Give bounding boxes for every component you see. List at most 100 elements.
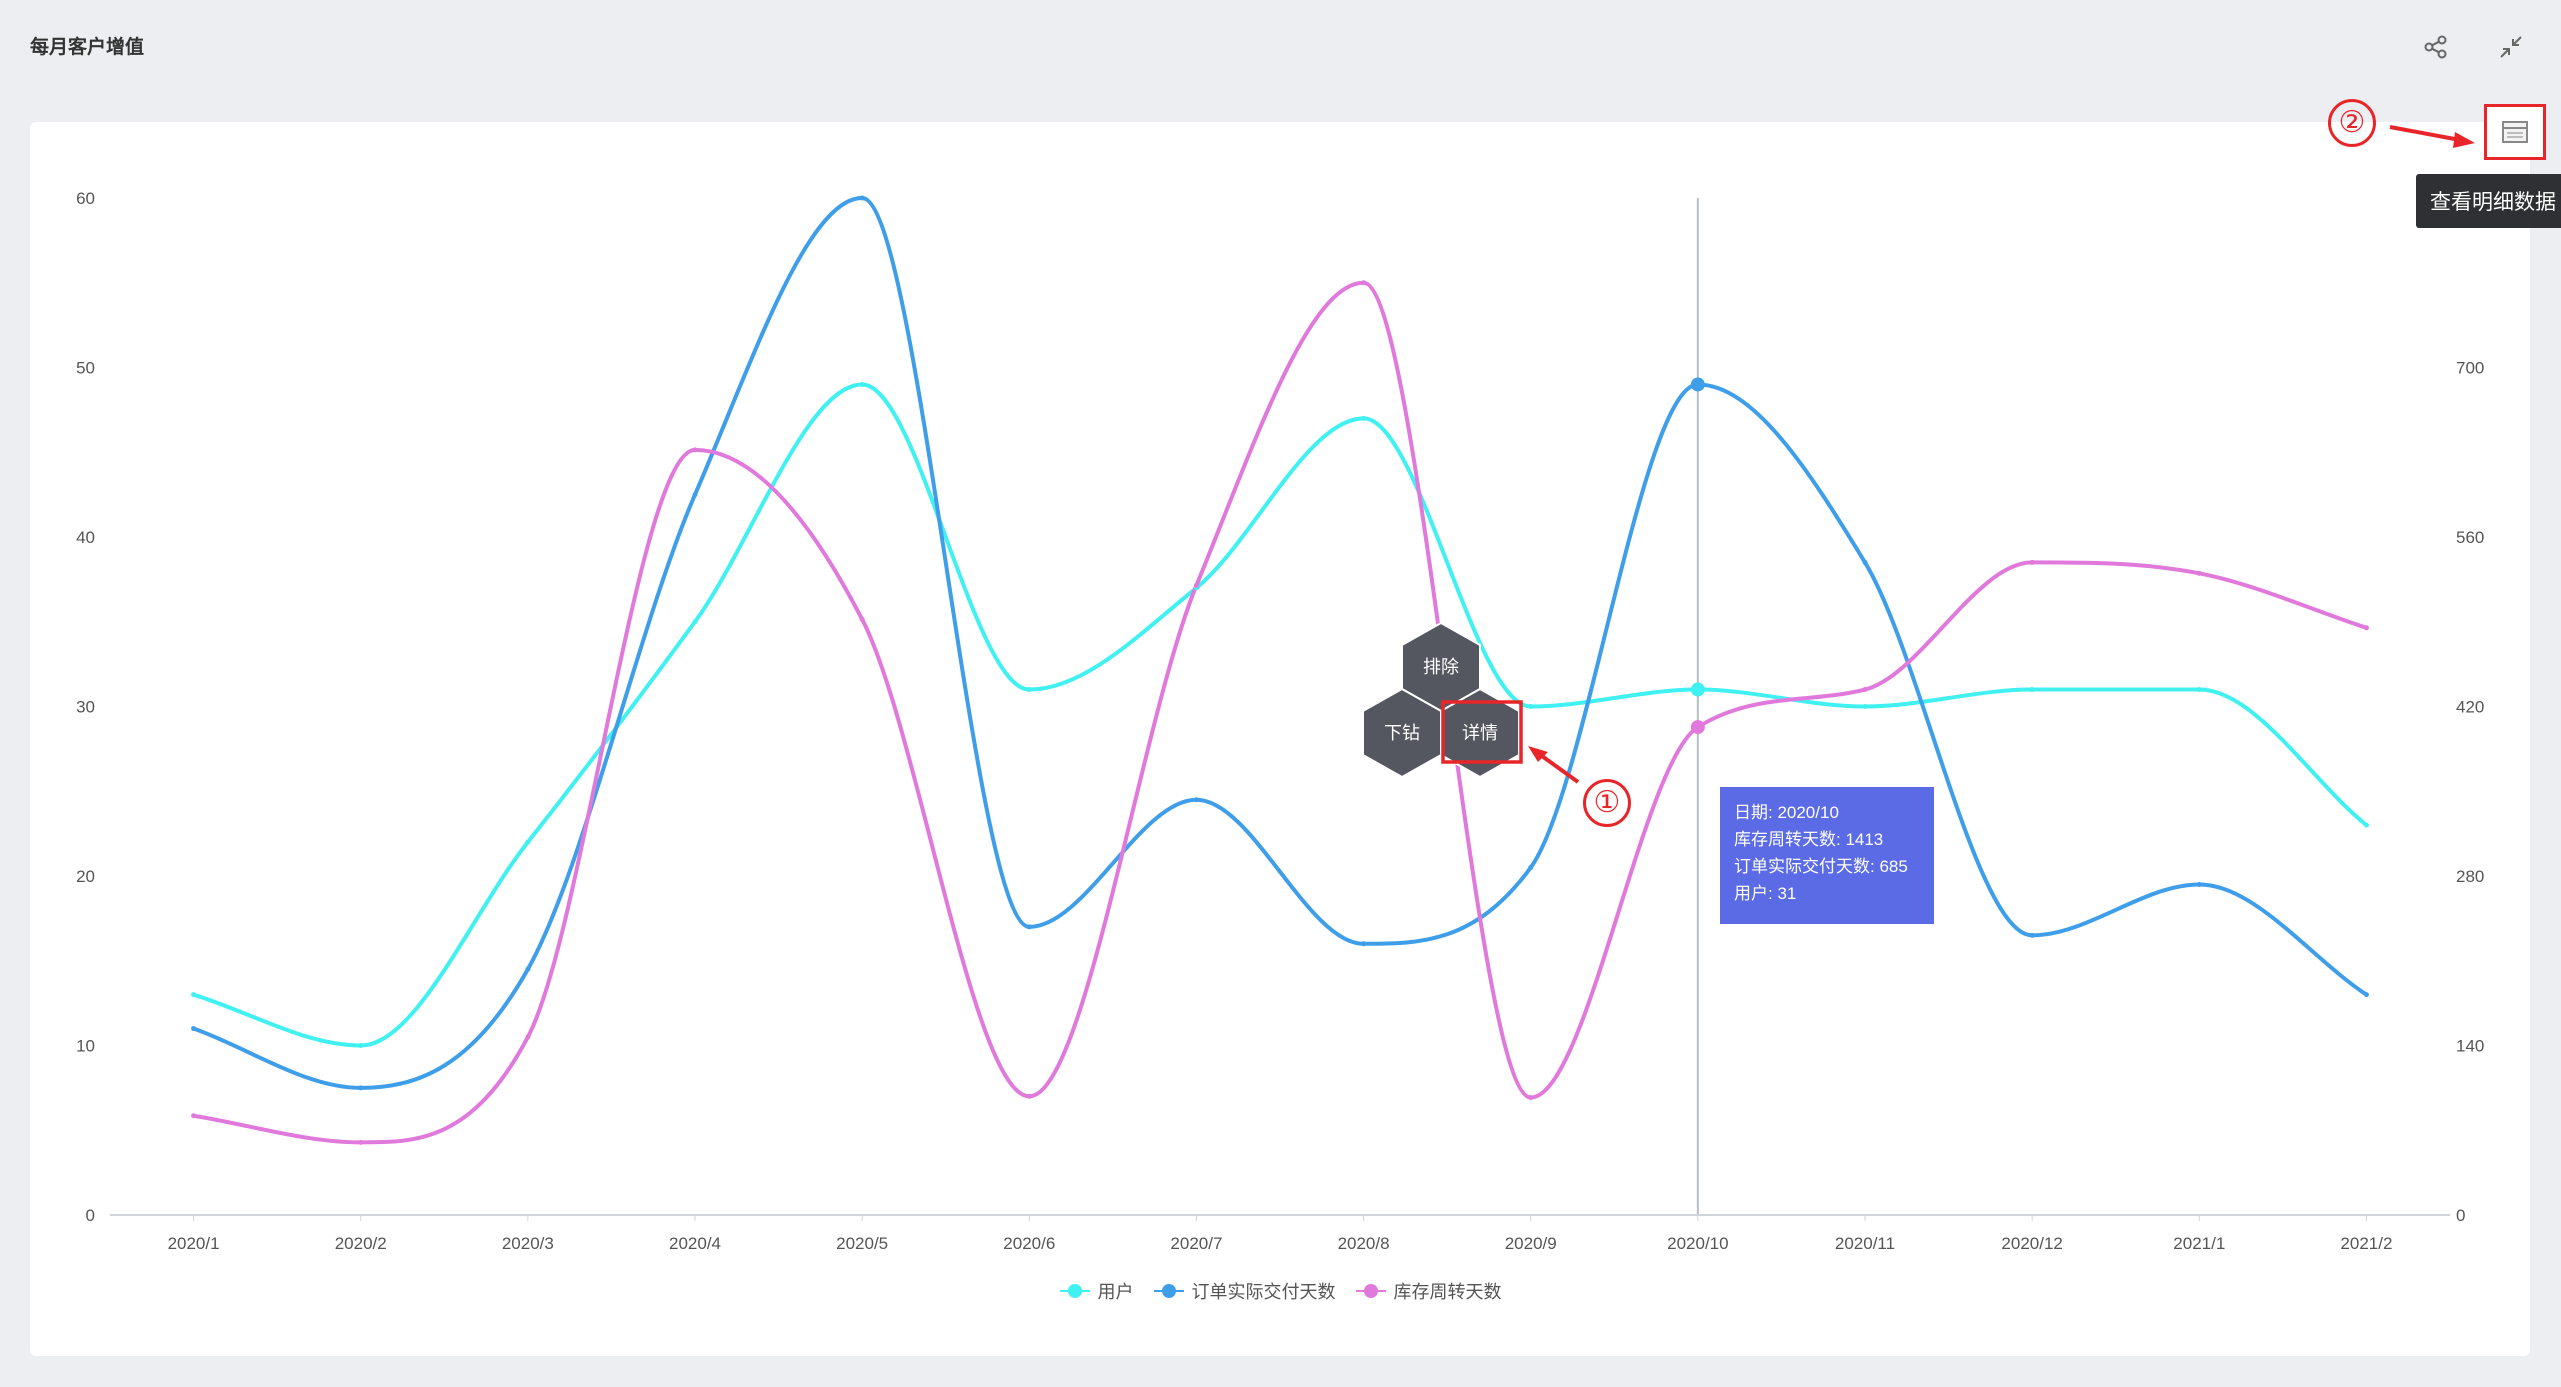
legend-label: 库存周转天数 — [1393, 1282, 1502, 1302]
data-point[interactable] — [859, 381, 865, 387]
annotation-marker-1: ① — [1583, 779, 1631, 827]
data-point[interactable] — [859, 195, 865, 201]
context-menu: 排除 下钻 详情 — [1362, 125, 2475, 784]
data-point[interactable] — [2363, 625, 2369, 631]
x-tick-label: 2020/6 — [1003, 1234, 1055, 1253]
x-tick-label: 2020/7 — [1170, 1234, 1222, 1253]
collapse-icon — [2500, 36, 2522, 58]
legend-label: 订单实际交付天数 — [1191, 1282, 1336, 1302]
data-point[interactable] — [692, 447, 698, 453]
tooltip-delivery: 订单实际交付天数: 685 — [1734, 857, 1908, 876]
menu-exclude-label[interactable]: 排除 — [1423, 657, 1459, 677]
legend-item-2[interactable]: 库存周转天数 — [1355, 1278, 1502, 1304]
x-tick-label: 2020/9 — [1505, 1234, 1557, 1253]
annotation-marker-2: ② — [2328, 99, 2376, 147]
legend-label: 用户 — [1097, 1282, 1134, 1302]
data-point[interactable] — [525, 1034, 531, 1040]
x-tick-label: 2020/3 — [502, 1234, 554, 1253]
details-highlight-box — [1441, 700, 1523, 764]
y-left-tick-label: 0 — [86, 1206, 95, 1225]
series-line-0 — [192, 382, 2368, 1048]
data-point[interactable] — [1361, 280, 1367, 286]
data-point[interactable] — [191, 1113, 197, 1119]
menu-details-hex[interactable] — [1440, 687, 1520, 779]
y-right-tick-label: 0 — [2456, 1206, 2465, 1225]
y-left-tick-label: 30 — [76, 698, 95, 717]
highlight-point[interactable] — [1690, 682, 1705, 697]
data-point[interactable] — [692, 619, 698, 625]
data-point[interactable] — [358, 1085, 364, 1091]
x-tick-label: 2020/5 — [836, 1234, 888, 1253]
data-point[interactable] — [525, 966, 531, 972]
chart-legend: 用户 订单实际交付天数 库存周转天数 — [0, 1278, 2561, 1304]
menu-drilldown-label[interactable]: 下钻 — [1384, 723, 1420, 743]
data-point[interactable] — [1026, 687, 1032, 693]
y-left-tick-label: 20 — [76, 867, 95, 886]
data-point[interactable] — [1361, 415, 1367, 421]
tooltip-users: 用户: 31 — [1734, 884, 1797, 903]
data-point[interactable] — [191, 992, 197, 998]
highlight-point[interactable] — [1690, 377, 1705, 392]
x-tick-label: 2020/12 — [2001, 1234, 2062, 1253]
data-point[interactable] — [1026, 1093, 1032, 1099]
data-point[interactable] — [2363, 822, 2369, 828]
data-point[interactable] — [1193, 797, 1199, 803]
y-right-tick-label: 420 — [2456, 698, 2484, 717]
data-point[interactable] — [191, 1026, 197, 1032]
tooltip-inventory: 库存周转天数: 1413 — [1734, 830, 1884, 849]
annotation-arrowhead-2 — [2453, 132, 2475, 148]
tooltip-date: 日期: 2020/10 — [1734, 803, 1839, 822]
data-point[interactable] — [1862, 559, 1868, 565]
legend-swatch — [1355, 1284, 1386, 1298]
page-title: 每月客户增值 — [30, 37, 145, 58]
x-tick-label: 2020/1 — [168, 1234, 220, 1253]
detail-tooltip: 查看明细数据 — [2416, 174, 2561, 228]
x-tick-label: 2021/2 — [2340, 1234, 2392, 1253]
data-tooltip: 日期: 2020/10 库存周转天数: 1413 订单实际交付天数: 685 用… — [1720, 787, 1934, 924]
data-point[interactable] — [1193, 582, 1199, 588]
legend-item-0[interactable]: 用户 — [1059, 1278, 1134, 1304]
data-point[interactable] — [2196, 881, 2202, 887]
annotation-arrow-2 — [2389, 125, 2461, 142]
x-tick-label: 2020/11 — [1835, 1234, 1895, 1253]
data-point[interactable] — [358, 1139, 364, 1145]
share-button[interactable] — [2419, 30, 2453, 64]
menu-details-label[interactable]: 详情 — [1462, 723, 1498, 743]
collapse-button[interactable] — [2494, 30, 2528, 64]
series-line-1 — [192, 195, 2368, 1090]
data-point[interactable] — [1528, 704, 1534, 709]
view-detail-data-button[interactable] — [2484, 104, 2546, 160]
y-right-tick-label: 140 — [2456, 1037, 2484, 1056]
legend-swatch — [1059, 1284, 1090, 1298]
data-point[interactable] — [1026, 924, 1032, 930]
data-point[interactable] — [1862, 704, 1868, 709]
data-point[interactable] — [2029, 559, 2035, 565]
data-point[interactable] — [2029, 932, 2035, 938]
x-tick-label: 2020/4 — [669, 1234, 721, 1253]
data-point[interactable] — [1528, 1095, 1534, 1101]
data-point[interactable] — [859, 616, 865, 622]
data-point[interactable] — [1862, 687, 1868, 693]
y-left-tick-label: 10 — [76, 1037, 95, 1056]
highlight-point[interactable] — [1690, 720, 1705, 735]
data-point[interactable] — [358, 1043, 364, 1048]
data-point[interactable] — [692, 492, 698, 498]
series-line-2 — [193, 280, 2368, 1145]
y-right-tick-label: 280 — [2456, 867, 2484, 886]
legend-swatch — [1153, 1284, 1184, 1298]
share-icon — [2424, 35, 2447, 59]
x-tick-label: 2021/1 — [2173, 1234, 2225, 1253]
data-point[interactable] — [2363, 992, 2369, 998]
chart-card — [30, 122, 2530, 1356]
data-point[interactable] — [1361, 941, 1367, 947]
y-left-tick-label: 40 — [76, 528, 95, 547]
table-detail-icon — [2502, 121, 2528, 143]
data-point[interactable] — [525, 839, 531, 845]
data-point[interactable] — [2196, 687, 2202, 693]
data-point[interactable] — [1528, 865, 1534, 871]
legend-item-1[interactable]: 订单实际交付天数 — [1153, 1278, 1336, 1304]
data-point[interactable] — [2196, 570, 2202, 576]
data-point[interactable] — [2029, 687, 2035, 693]
